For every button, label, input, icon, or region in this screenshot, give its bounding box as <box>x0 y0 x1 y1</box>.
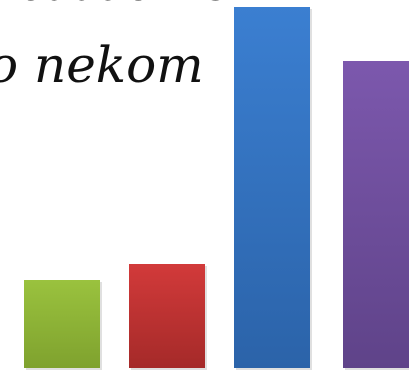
bar-4 <box>343 61 409 368</box>
bar-2 <box>129 264 205 368</box>
bar-3 <box>234 7 310 368</box>
bar-series <box>24 7 409 370</box>
bar-1 <box>24 280 100 368</box>
overlay-text-main: o nekom <box>0 36 204 94</box>
overlay-text-top: cuado visi <box>20 0 243 8</box>
